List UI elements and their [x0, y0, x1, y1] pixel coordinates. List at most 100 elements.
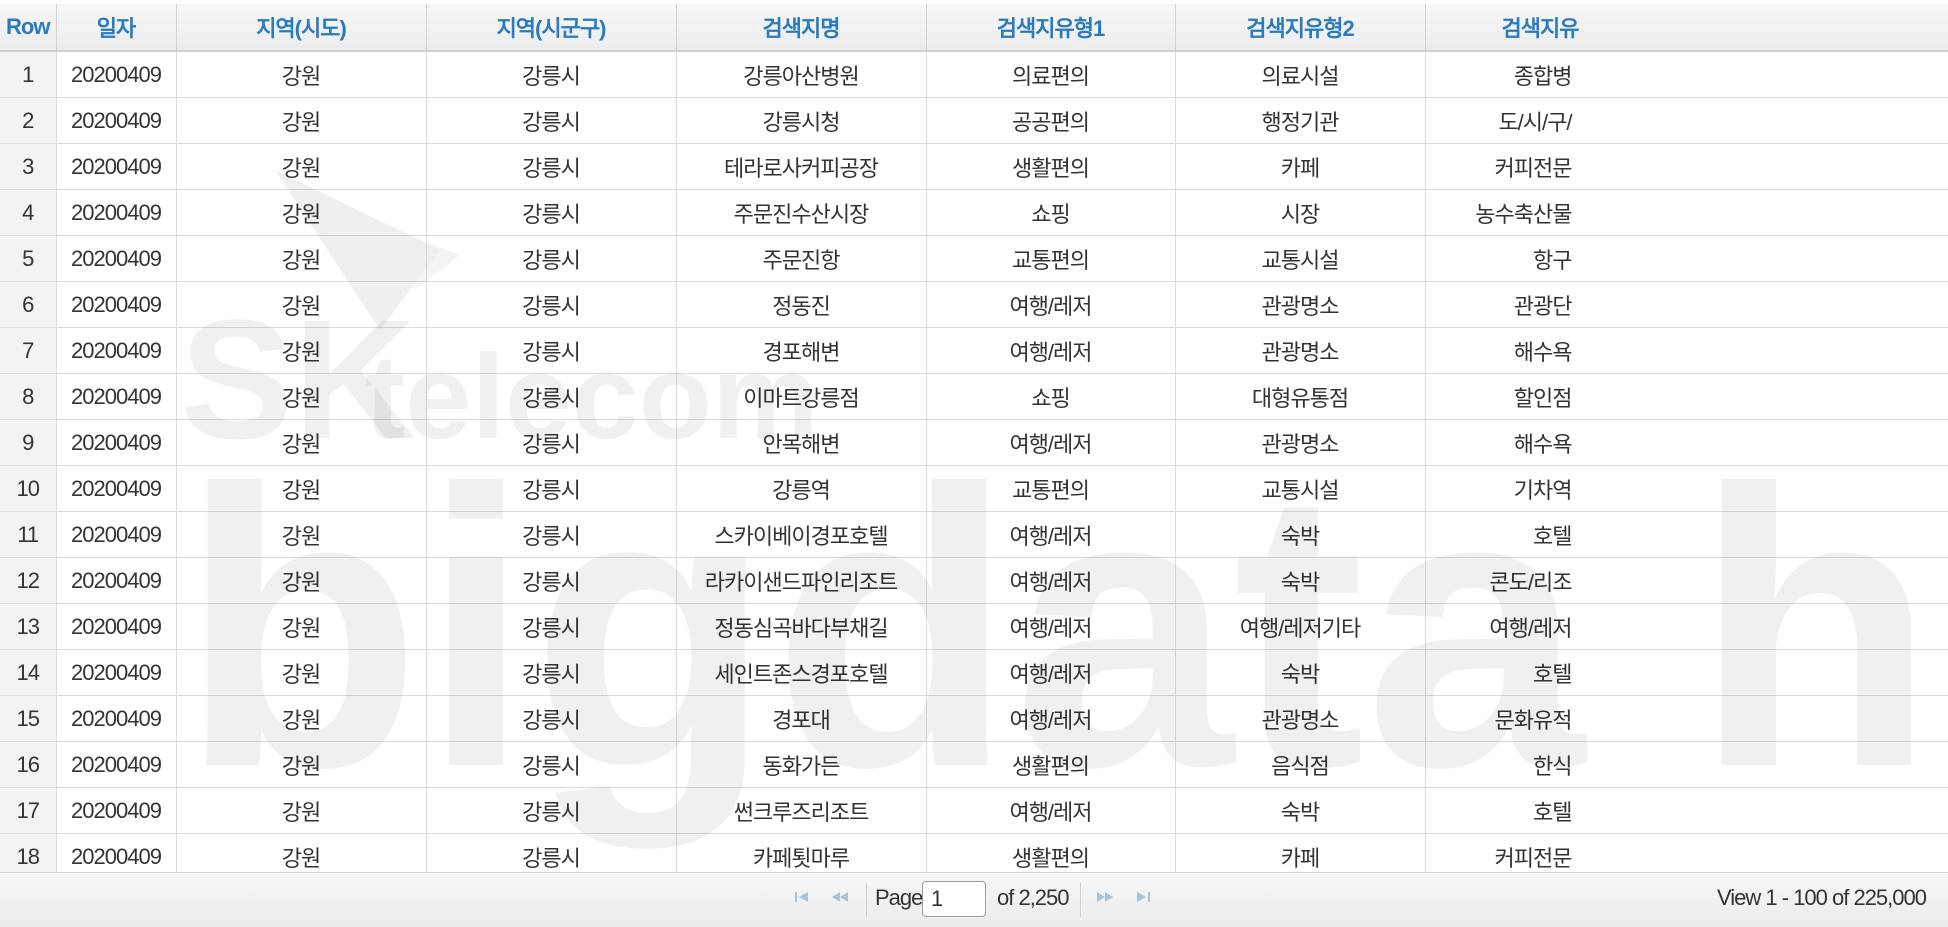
table-cell: 생활편의: [926, 741, 1176, 788]
table-row[interactable]: 11 20200409 강원 강릉시 스카이베이경포호텔 여행/레저 숙박 호텔: [0, 511, 1948, 558]
table-cell: 콘도/리조: [1425, 557, 1948, 604]
table-cell: 이마트강릉점: [676, 373, 927, 420]
table-cell: 20200409: [56, 465, 177, 512]
table-row[interactable]: 4 20200409 강원 강릉시 주문진수산시장 쇼핑 시장 농수축산물: [0, 189, 1948, 236]
table-cell: 쇼핑: [926, 189, 1176, 236]
table-cell: 안목해변: [676, 419, 927, 466]
table-row[interactable]: 10 20200409 강원 강릉시 강릉역 교통편의 교통시설 기차역: [0, 465, 1948, 512]
table-cell: 세인트존스경포호텔: [676, 649, 927, 696]
table-cell: 여행/레저기타: [1175, 603, 1426, 650]
table-cell: 20200409: [56, 787, 177, 834]
table-cell: 숙박: [1175, 557, 1426, 604]
column-header[interactable]: 검색지유형1: [926, 4, 1176, 52]
table-row[interactable]: 5 20200409 강원 강릉시 주문진항 교통편의 교통시설 항구: [0, 235, 1948, 282]
table-cell: 20200409: [56, 97, 177, 144]
column-header[interactable]: 검색지유형2: [1175, 4, 1426, 52]
table-row[interactable]: 3 20200409 강원 강릉시 테라로사커피공장 생활편의 카페 커피전문: [0, 143, 1948, 190]
table-cell: 주문진수산시장: [676, 189, 927, 236]
table-cell: 20200409: [56, 741, 177, 788]
table-cell: 20200409: [56, 235, 177, 282]
table-cell: 강릉시: [426, 695, 677, 742]
row-number-cell: 11: [0, 511, 57, 558]
first-page-icon[interactable]: [791, 887, 813, 909]
table-cell: 음식점: [1175, 741, 1426, 788]
table-row[interactable]: 1 20200409 강원 강릉시 강릉아산병원 의료편의 의료시설 종합병: [0, 51, 1948, 98]
table-cell: 카페: [1175, 143, 1426, 190]
table-cell: 경포대: [676, 695, 927, 742]
table-cell: 20200409: [56, 649, 177, 696]
table-cell: 숙박: [1175, 649, 1426, 696]
row-number-cell: 5: [0, 235, 57, 282]
column-header[interactable]: 일자: [56, 4, 177, 52]
table-cell: 호텔: [1425, 511, 1948, 558]
table-cell: 강릉시: [426, 511, 677, 558]
table-cell: 강원: [176, 143, 427, 190]
row-number-cell: 3: [0, 143, 57, 190]
table-cell: 여행/레저: [926, 603, 1176, 650]
table-cell: 강릉아산병원: [676, 51, 927, 98]
table-cell: 관광명소: [1175, 281, 1426, 328]
table-row[interactable]: 14 20200409 강원 강릉시 세인트존스경포호텔 여행/레저 숙박 호텔: [0, 649, 1948, 696]
table-cell: 강원: [176, 511, 427, 558]
table-cell: 20200409: [56, 281, 177, 328]
table-row[interactable]: 9 20200409 강원 강릉시 안목해변 여행/레저 관광명소 해수욕: [0, 419, 1948, 466]
table-cell: 강릉시: [426, 189, 677, 236]
table-cell: 동화가든: [676, 741, 927, 788]
row-number-cell: 16: [0, 741, 57, 788]
prev-page-icon[interactable]: [829, 887, 851, 909]
pager-separator: [866, 883, 867, 917]
table-cell: 강릉시: [426, 787, 677, 834]
table-cell: 여행/레저: [926, 419, 1176, 466]
table-cell: 강릉시: [426, 373, 677, 420]
row-number-cell: 13: [0, 603, 57, 650]
table-row[interactable]: 6 20200409 강원 강릉시 정동진 여행/레저 관광명소 관광단: [0, 281, 1948, 328]
table-cell: 여행/레저: [926, 281, 1176, 328]
table-cell: 강원: [176, 787, 427, 834]
table-row[interactable]: 12 20200409 강원 강릉시 라카이샌드파인리조트 여행/레저 숙박 콘도/리조: [0, 557, 1948, 604]
table-cell: 기차역: [1425, 465, 1948, 512]
row-number-cell: 7: [0, 327, 57, 374]
table-cell: 해수욕: [1425, 419, 1948, 466]
row-number-cell: 17: [0, 787, 57, 834]
table-cell: 정동진: [676, 281, 927, 328]
row-number-cell: 14: [0, 649, 57, 696]
table-row[interactable]: 8 20200409 강원 강릉시 이마트강릉점 쇼핑 대형유통점 할인점: [0, 373, 1948, 420]
column-header[interactable]: 지역(시도): [176, 4, 427, 52]
table-cell: 강릉시: [426, 51, 677, 98]
table-cell: 숙박: [1175, 787, 1426, 834]
page-number-input[interactable]: [922, 881, 986, 917]
last-page-icon[interactable]: [1132, 887, 1154, 909]
table-row[interactable]: 15 20200409 강원 강릉시 경포대 여행/레저 관광명소 문화유적: [0, 695, 1948, 742]
column-header[interactable]: 검색지유: [1425, 4, 1948, 52]
table-cell: 시장: [1175, 189, 1426, 236]
table-row[interactable]: 17 20200409 강원 강릉시 썬크루즈리조트 여행/레저 숙박 호텔: [0, 787, 1948, 834]
table-cell: 강릉시: [426, 97, 677, 144]
table-cell: 스카이베이경포호텔: [676, 511, 927, 558]
column-header-row[interactable]: Row: [0, 4, 57, 52]
table-cell: 한식: [1425, 741, 1948, 788]
table-cell: 강원: [176, 741, 427, 788]
row-number-cell: 2: [0, 97, 57, 144]
row-number-cell: 12: [0, 557, 57, 604]
table-cell: 교통편의: [926, 465, 1176, 512]
table-row[interactable]: 16 20200409 강원 강릉시 동화가든 생활편의 음식점 한식: [0, 741, 1948, 788]
table-cell: 항구: [1425, 235, 1948, 282]
table-cell: 정동심곡바다부채길: [676, 603, 927, 650]
table-cell: 강릉시: [426, 327, 677, 374]
table-cell: 강릉시: [426, 465, 677, 512]
table-cell: 여행/레저: [1425, 603, 1948, 650]
row-number-cell: 6: [0, 281, 57, 328]
table-row[interactable]: 7 20200409 강원 강릉시 경포해변 여행/레저 관광명소 해수욕: [0, 327, 1948, 374]
column-header[interactable]: 검색지명: [676, 4, 927, 52]
table-cell: 20200409: [56, 327, 177, 374]
table-cell: 여행/레저: [926, 787, 1176, 834]
next-page-icon[interactable]: [1094, 887, 1116, 909]
table-row[interactable]: 13 20200409 강원 강릉시 정동심곡바다부채길 여행/레저 여행/레저기타 여행/레…: [0, 603, 1948, 650]
table-cell: 20200409: [56, 603, 177, 650]
table-cell: 강릉역: [676, 465, 927, 512]
table-row[interactable]: 2 20200409 강원 강릉시 강릉시청 공공편의 행정기관 도/시/구/: [0, 97, 1948, 144]
table-cell: 강원: [176, 603, 427, 650]
table-body: 1 20200409 강원 강릉시 강릉아산병원 의료편의 의료시설 종합병 2 20200409…: [0, 51, 1948, 880]
table-cell: 강원: [176, 557, 427, 604]
column-header[interactable]: 지역(시군구): [426, 4, 677, 52]
